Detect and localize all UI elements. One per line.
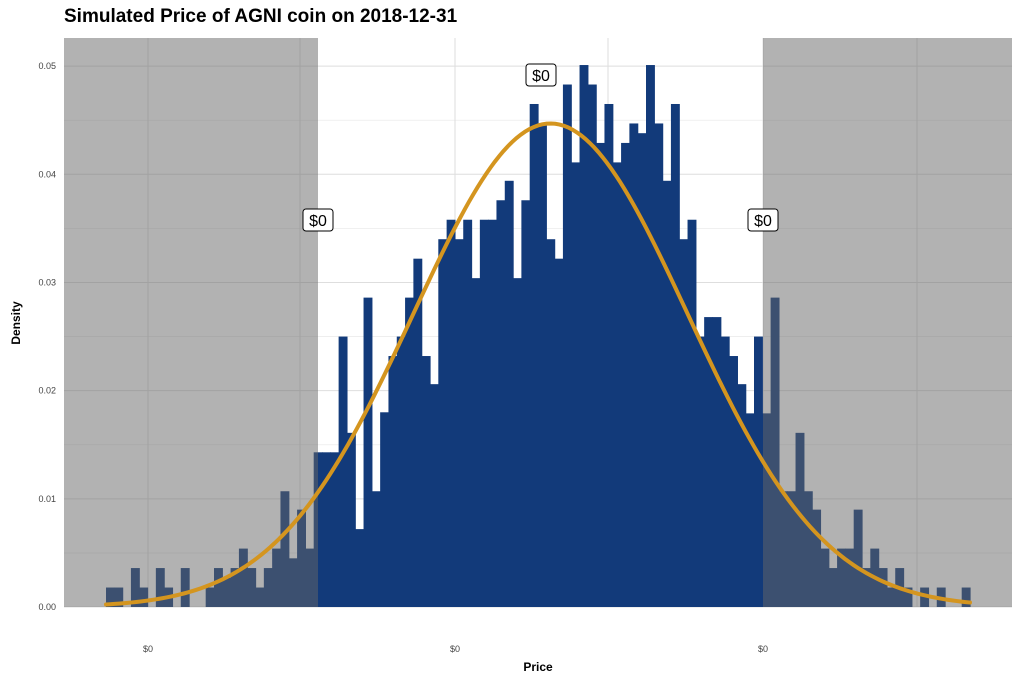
histogram-bar [562, 84, 572, 607]
histogram-bar [438, 239, 448, 607]
histogram-bar [529, 103, 539, 608]
histogram-bar [695, 336, 705, 607]
right-tail-shade [763, 38, 1012, 607]
histogram-bar [338, 336, 348, 607]
histogram-bar [704, 317, 714, 607]
histogram-bar [371, 491, 381, 607]
annotation-label: $0 [309, 213, 327, 230]
histogram-bar [729, 356, 738, 607]
y-tick-label: 0.05 [38, 61, 56, 71]
histogram-bar [745, 413, 755, 607]
annotation-box [302, 208, 334, 232]
x-tick-label: $0 [143, 644, 153, 654]
x-tick-label: $0 [758, 644, 768, 654]
histogram-bar [679, 239, 689, 607]
y-tick-label: 0.00 [38, 602, 56, 612]
histogram-bar [504, 180, 514, 608]
annotation-label: $0 [532, 68, 550, 85]
x-axis-label: Price [523, 660, 553, 674]
histogram-bar [446, 219, 456, 608]
histogram-bar [496, 200, 506, 607]
histogram-bar [604, 103, 614, 608]
histogram-bar [454, 239, 464, 607]
histogram-bar [646, 65, 655, 608]
histogram-bar [479, 219, 489, 608]
histogram-bar [538, 123, 547, 608]
histogram-bar [621, 142, 630, 607]
histogram-bar [720, 336, 730, 607]
histogram-bar [670, 103, 680, 608]
histogram-bar [546, 239, 556, 607]
histogram-bar [754, 336, 763, 607]
histogram-bar [405, 297, 414, 607]
histogram-bar [330, 452, 340, 607]
histogram-bar [712, 317, 722, 607]
histogram-bar [554, 258, 564, 607]
histogram-bar [587, 84, 597, 607]
histogram-bar [571, 162, 581, 607]
histogram-bar [662, 180, 672, 608]
histogram-bar [637, 133, 647, 607]
histogram-bar [612, 162, 622, 607]
histogram-bar [521, 200, 531, 607]
histogram-bar [363, 297, 373, 607]
histogram-bar [471, 278, 481, 607]
histogram-bar [687, 219, 697, 608]
histogram-bar [430, 384, 439, 607]
normal-density-curve [104, 121, 972, 607]
left-tail-shade [64, 38, 318, 607]
histogram-bar [313, 452, 323, 607]
histogram-bar [346, 432, 356, 607]
histogram-bar [388, 356, 398, 607]
histogram-bar [737, 384, 747, 607]
histogram-bar [488, 219, 498, 608]
y-tick-label: 0.01 [38, 494, 56, 504]
y-tick-label: 0.02 [38, 386, 56, 396]
histogram-bar [629, 123, 639, 608]
annotation-label: $0 [754, 213, 772, 230]
histogram-bar [596, 142, 606, 607]
histogram-bar [421, 356, 431, 607]
histogram-bar [579, 65, 589, 608]
histogram-bar [396, 336, 406, 607]
annotation-box [525, 63, 557, 87]
x-tick-label: $0 [450, 644, 460, 654]
histogram-bar [513, 278, 522, 607]
histogram-bar [463, 219, 473, 608]
annotation-box [747, 208, 779, 232]
histogram-bar [322, 452, 331, 607]
chart-title: Simulated Price of AGNI coin on 2018-12-… [64, 6, 458, 27]
y-tick-label: 0.04 [38, 169, 56, 179]
histogram-bar [355, 529, 365, 607]
histogram-bar [380, 412, 390, 607]
y-tick-label: 0.03 [38, 277, 56, 287]
histogram-bar [654, 123, 664, 608]
histogram-bar [413, 258, 423, 607]
